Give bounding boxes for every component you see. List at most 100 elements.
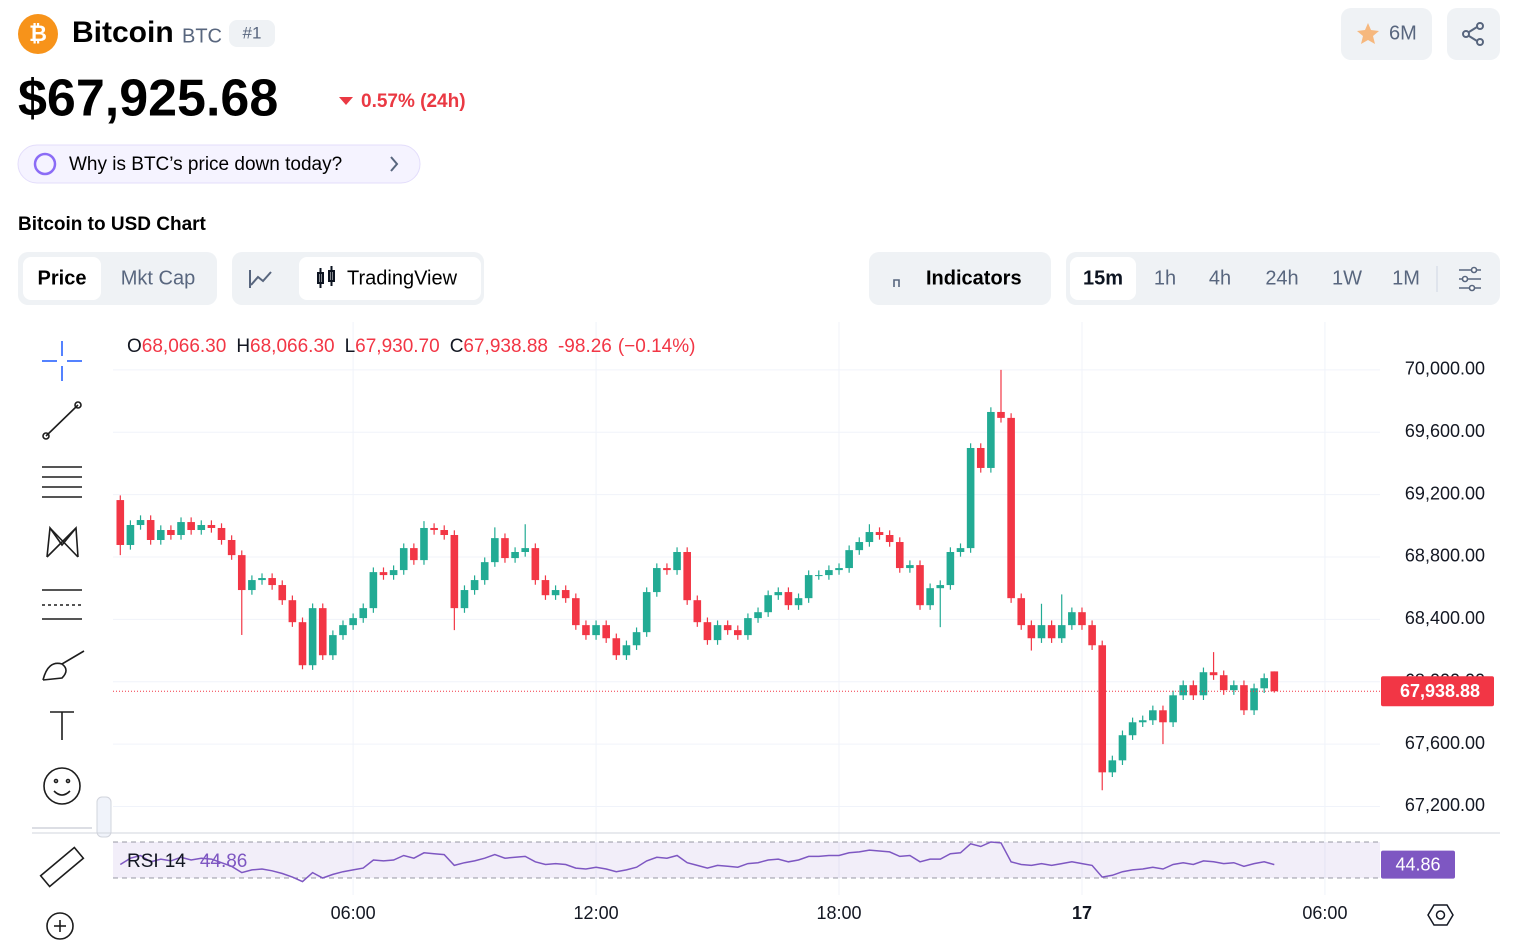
candle-body <box>1007 417 1015 599</box>
ai-question-pill[interactable] <box>17 144 421 184</box>
candle-body <box>976 447 985 468</box>
last-price-badge <box>1381 676 1494 707</box>
candle-body <box>298 622 307 666</box>
candle-body <box>936 585 945 589</box>
candle-body <box>713 625 722 641</box>
candle-body <box>430 527 438 531</box>
crosshair-tool[interactable] <box>42 341 82 381</box>
coin-logo <box>18 14 58 54</box>
timeframe[interactable]: 15m <box>1083 267 1123 289</box>
candle-body <box>440 530 449 536</box>
ai-question: Why is BTC’s price down today? <box>69 154 342 175</box>
tab-selected <box>299 257 481 300</box>
candle-body <box>855 542 864 551</box>
chart-settings-icon[interactable] <box>1427 904 1454 926</box>
ruler-tool[interactable] <box>39 846 85 888</box>
pattern-tool[interactable] <box>46 525 79 558</box>
candle-body <box>349 618 357 626</box>
timeframe[interactable]: 1M <box>1392 267 1420 289</box>
candle-body <box>723 625 732 631</box>
text-tool[interactable] <box>50 711 74 740</box>
candle-body <box>774 592 783 596</box>
candle-body <box>278 585 287 601</box>
emoji-tool[interactable] <box>43 767 81 805</box>
candle-body <box>835 568 843 571</box>
candle-body <box>1098 645 1107 773</box>
price-change: 0.57% (24h) <box>361 91 466 112</box>
x-tick-label: 06:00 <box>1302 903 1347 923</box>
candle-body <box>592 625 600 636</box>
candle-body <box>156 530 165 540</box>
candle-body <box>1078 612 1086 626</box>
candle-body <box>531 548 540 581</box>
timeframe[interactable]: 1h <box>1154 267 1176 289</box>
candle-body <box>1230 685 1238 691</box>
collapse-handle[interactable] <box>96 796 112 838</box>
candle-body <box>491 538 499 563</box>
candle-body <box>258 578 266 581</box>
candle-body <box>906 565 914 569</box>
candle-body <box>683 552 691 601</box>
tab[interactable]: Mkt Cap <box>121 267 195 289</box>
candle-body <box>217 527 226 540</box>
rank: #1 <box>243 23 262 42</box>
chevron <box>390 156 399 172</box>
fib-tool[interactable] <box>42 466 82 498</box>
candle-body <box>268 578 276 586</box>
ohlc-change: -98.26 <box>558 336 612 357</box>
ohlc-value: 68,066.30 <box>250 336 335 357</box>
candle-body <box>582 625 590 636</box>
candle-body <box>450 535 459 609</box>
settings-icon[interactable] <box>1459 266 1481 292</box>
x-tick-label: 18:00 <box>817 903 862 923</box>
candle-body <box>997 411 1005 418</box>
candle-body <box>926 588 934 606</box>
tab-selected <box>23 257 101 300</box>
ohlc-change-pct: (−0.14%) <box>618 336 696 357</box>
candle-body <box>237 555 246 591</box>
candle-body <box>207 525 216 528</box>
candle-body <box>1138 720 1147 723</box>
rsi-line <box>119 841 1275 883</box>
candle-body <box>501 538 509 559</box>
candle-body <box>551 590 560 596</box>
candle-body <box>197 525 206 531</box>
timeframe[interactable]: 4h <box>1209 267 1231 289</box>
tab[interactable]: TradingView <box>347 267 458 289</box>
candle-body <box>1057 625 1066 639</box>
candle-body <box>1118 735 1127 761</box>
rsi-badge-label: 44.86 <box>1395 854 1440 874</box>
candle-body <box>875 532 884 536</box>
zoom-tool[interactable] <box>46 912 74 940</box>
rank-badge <box>229 20 275 47</box>
candle-body <box>420 527 428 561</box>
candle-body <box>1209 672 1218 676</box>
timeframe[interactable]: 24h <box>1265 267 1298 289</box>
timeframe[interactable]: 1W <box>1332 267 1362 289</box>
candle-body <box>1108 760 1117 773</box>
brush-tool[interactable] <box>42 650 85 681</box>
tab[interactable]: Price <box>38 267 87 289</box>
candle-body <box>410 548 418 561</box>
watchlist-count: 6M <box>1389 22 1417 44</box>
candle-body <box>946 552 955 586</box>
candle-body <box>1219 675 1228 691</box>
indicators-button[interactable] <box>869 252 1051 305</box>
candle-body <box>895 542 904 569</box>
candle-body <box>703 622 712 641</box>
share-button[interactable] <box>1447 8 1500 60</box>
rsi-legend: RSI 14 44.86 <box>127 851 247 872</box>
coin-name: Bitcoin <box>72 16 174 49</box>
y-tick-label: 69,200.00 <box>1405 483 1485 503</box>
y-tick-label: 67,200.00 <box>1405 795 1485 815</box>
forecast-tool[interactable] <box>42 589 82 620</box>
trend-line-tool[interactable] <box>42 401 82 440</box>
coin-logo-mark: ₿ <box>29 21 47 46</box>
watchlist-button[interactable] <box>1341 8 1432 60</box>
ai-icon <box>33 152 57 176</box>
candle-body <box>1169 695 1177 723</box>
candle-body <box>389 570 398 576</box>
candle-body <box>521 548 530 553</box>
rsi-badge <box>1381 850 1455 879</box>
